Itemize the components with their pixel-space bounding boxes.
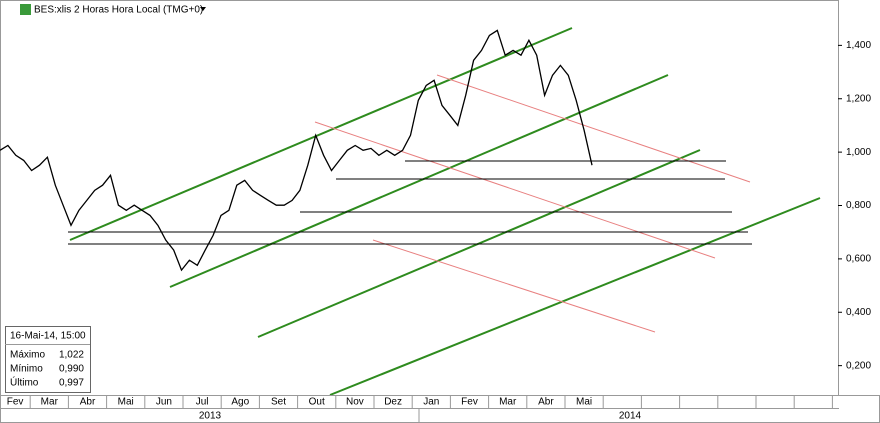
x-tick-label: Out (309, 397, 325, 408)
x-tick-label: Jul (196, 397, 209, 408)
info-label: Máximo (10, 350, 45, 361)
support-lines (68, 160, 752, 245)
info-label: Último (10, 376, 39, 389)
info-value: 1,022 (59, 350, 84, 361)
y-tick-label: 0,600 (846, 254, 871, 265)
chart-title: BES:xlis 2 Horas Hora Local (TMG+0) (34, 5, 203, 16)
x-tick-label: Nov (346, 397, 364, 408)
info-label: Mínimo (10, 364, 43, 375)
channel-lines (314, 74, 751, 333)
info-value: 0,997 (59, 378, 84, 389)
symbol-icon (20, 4, 31, 15)
x-tick-label: Mar (499, 397, 517, 408)
info-value: 0,990 (59, 364, 84, 375)
y-tick-label: 1,000 (846, 147, 871, 158)
x-tick-label: Mar (41, 397, 59, 408)
x-tick-label: Jun (156, 397, 172, 408)
x-tick-label: Mai (576, 397, 592, 408)
dropdown-arrow[interactable] (200, 7, 206, 11)
y-tick-label: 1,200 (846, 93, 871, 104)
x-tick-label: Set (271, 397, 286, 408)
info-date: 16-Mai-14, 15:00 (10, 331, 86, 342)
x-tick-label: Mai (118, 397, 134, 408)
x-tick-label: Abr (538, 397, 554, 408)
x-tick-label: Abr (80, 397, 96, 408)
x-tick-label: Fev (7, 397, 24, 408)
y-tick-label: 0,200 (846, 360, 871, 371)
y-tick-label: 1,400 (846, 40, 871, 51)
price-line (0, 29, 593, 272)
x-tick-label: Fev (461, 397, 478, 408)
x-tick-label: Jan (423, 397, 439, 408)
info-box (5, 326, 91, 393)
y-tick-label: 0,800 (846, 200, 871, 211)
y-tick-label: 0,400 (846, 307, 871, 318)
year-label: 2013 (199, 411, 222, 422)
year-label: 2014 (619, 411, 642, 422)
x-tick-label: Dez (384, 397, 402, 408)
x-tick-label: Ago (231, 397, 249, 408)
